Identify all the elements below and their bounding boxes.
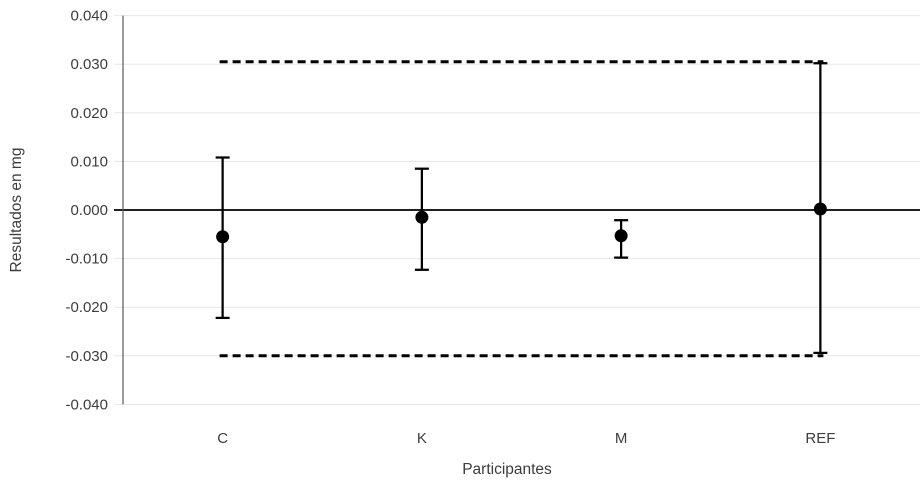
y-tick-label: -0.040 bbox=[65, 396, 108, 413]
y-tick-label: -0.010 bbox=[65, 251, 108, 268]
x-category-label: REF bbox=[805, 430, 835, 447]
y-tick-label: 0.030 bbox=[70, 56, 108, 73]
x-category-label: M bbox=[615, 430, 628, 447]
y-tick-label: -0.020 bbox=[65, 299, 108, 316]
y-tick-label: 0.000 bbox=[70, 202, 108, 219]
x-category-label: K bbox=[417, 430, 427, 447]
data-point-C bbox=[216, 230, 230, 244]
y-tick-label: 0.040 bbox=[70, 8, 108, 25]
data-point-M bbox=[614, 229, 628, 243]
y-tick-label: -0.030 bbox=[65, 348, 108, 365]
x-category-label: C bbox=[217, 430, 228, 447]
data-point-K bbox=[415, 210, 429, 224]
y-tick-label: 0.010 bbox=[70, 153, 108, 170]
y-axis-title: Resultados en mg bbox=[8, 147, 25, 273]
y-tick-label: 0.020 bbox=[70, 105, 108, 122]
x-axis-title: Participantes bbox=[462, 461, 552, 478]
data-point-REF bbox=[813, 202, 827, 216]
